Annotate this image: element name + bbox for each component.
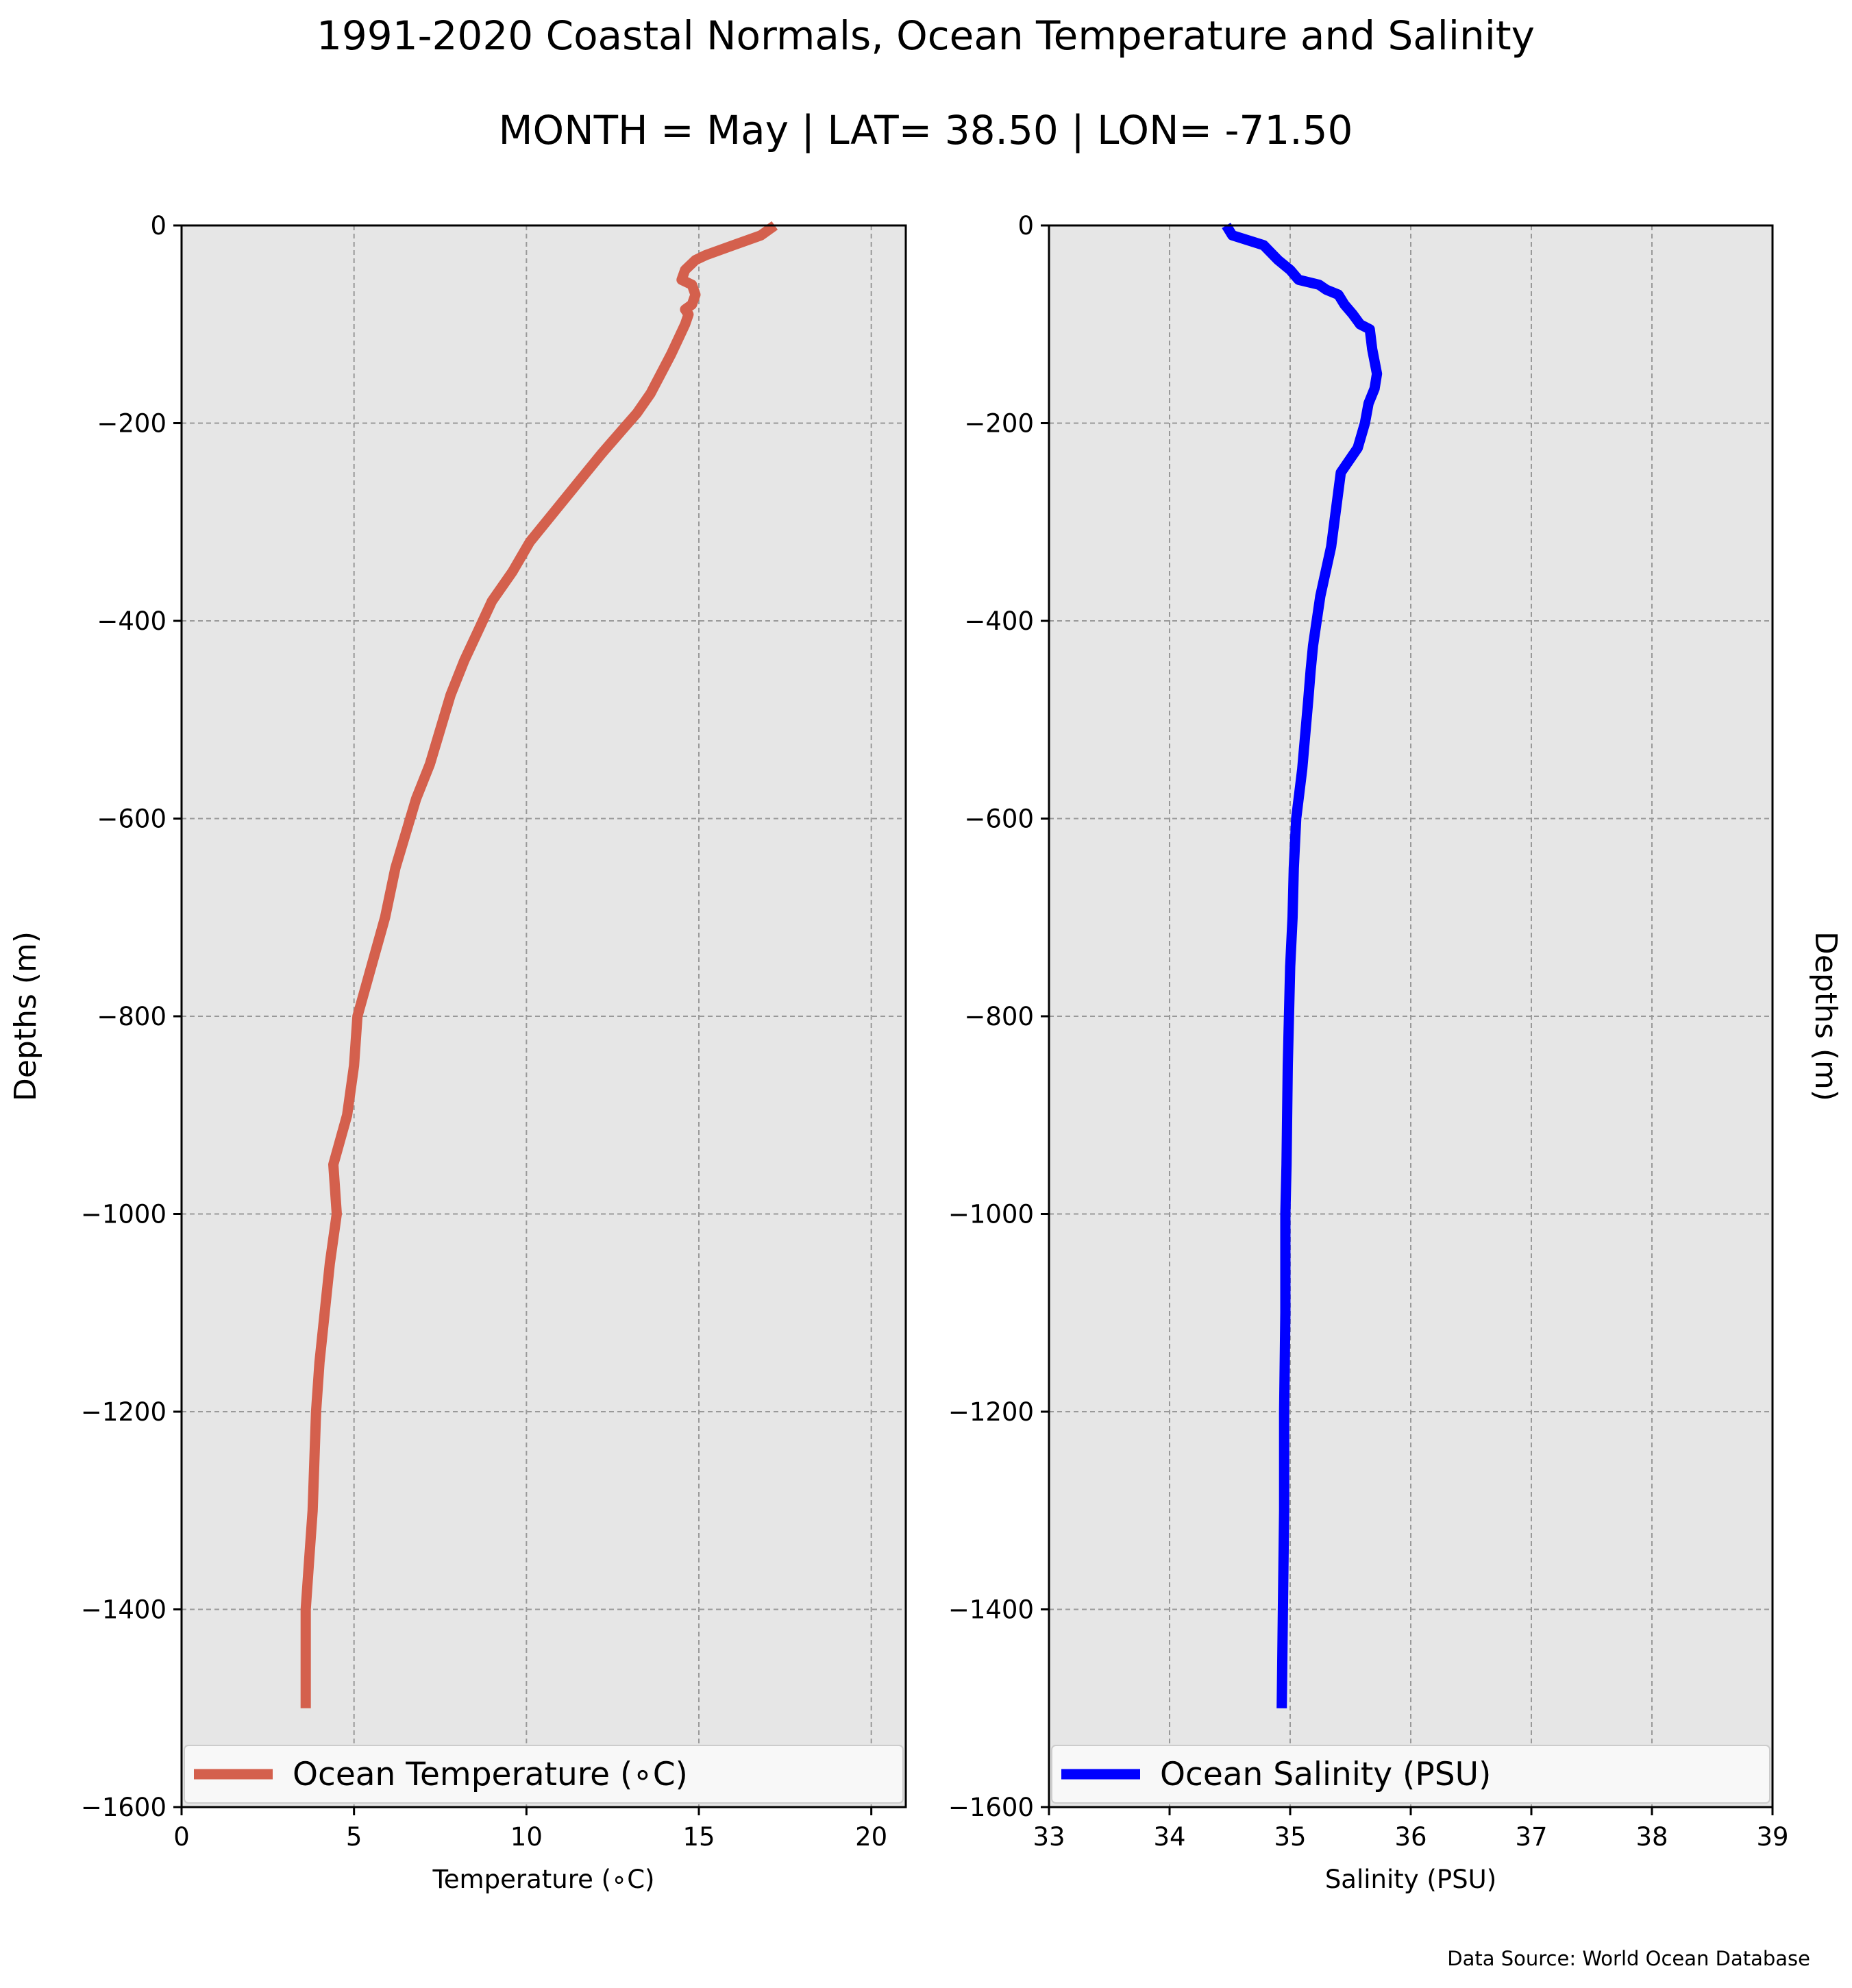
chart-title: 1991-2020 Coastal Normals, Ocean Tempera… [317,12,1535,59]
y-tick-label: −200 [97,409,166,439]
series-line [300,221,778,1708]
y-tick-label: −1400 [81,1595,166,1625]
y-tick-label: −800 [97,1002,166,1031]
y-tick-label: −400 [97,606,166,636]
y-tick-label: −200 [964,409,1034,439]
y-tick-label: −600 [97,805,166,834]
chart-panel-2: 33 34 35 36 37 38 39 0 −200 −400 −600 −800 −1000 −120… [948,211,1843,1894]
x-axis-label: Temperature (∘C) [432,1865,654,1894]
x-tick-label: 37 [1515,1822,1547,1852]
y-tick-label: −1400 [948,1595,1034,1625]
y-tick-label: −1000 [948,1200,1034,1229]
y-tick-label: −1200 [81,1397,166,1427]
x-tick-label: 34 [1153,1822,1185,1852]
y-tick-label: −1000 [81,1200,166,1229]
legend-box [184,1745,904,1804]
x-tick-label: 38 [1635,1822,1668,1852]
legend-label: Ocean Temperature (∘C) [293,1756,688,1793]
x-tick-label: 20 [855,1822,887,1852]
x-tick-label: 39 [1756,1822,1788,1852]
legend-box [1051,1745,1770,1804]
y-tick-label: −1600 [948,1793,1034,1822]
legend: Ocean Temperature (∘C) [184,1745,904,1804]
x-axis-label: Salinity (PSU) [1325,1865,1496,1894]
y-tick-label: −1600 [81,1793,166,1822]
legend-label: Ocean Salinity (PSU) [1160,1756,1491,1793]
y-tick-label: 0 [150,211,166,241]
x-tick-label: 35 [1274,1822,1306,1852]
y-axis-label: Depths (m) [8,931,43,1101]
legend: Ocean Salinity (PSU) [1051,1745,1770,1804]
chart-panels: 0 5 10 15 20 0 −200 −400 −600 −800 −1000 −1200 −1400… [8,211,1843,1894]
chart-subtitle: MONTH = May | LAT= 38.50 | LON= -71.50 [499,107,1353,154]
y-tick-label: 0 [1017,211,1034,241]
chart-panel-1: 0 5 10 15 20 0 −200 −400 −600 −800 −1000 −1200 −1400… [8,211,907,1894]
x-tick-label: 10 [510,1822,543,1852]
y-tick-label: −400 [964,606,1034,636]
x-tick-label: 5 [346,1822,362,1852]
x-tick-label: 36 [1394,1822,1427,1852]
x-tick-label: 33 [1033,1822,1065,1852]
y-tick-label: −800 [964,1002,1034,1031]
series-line [1222,223,1383,1708]
x-tick-label: 0 [173,1822,190,1852]
y-tick-label: −600 [964,805,1034,834]
y-tick-label: −1200 [948,1397,1034,1427]
x-tick-label: 15 [682,1822,715,1852]
y-axis-label: Depths (m) [1808,931,1843,1101]
data-source-note: Data Source: World Ocean Database [1447,1947,1810,1970]
